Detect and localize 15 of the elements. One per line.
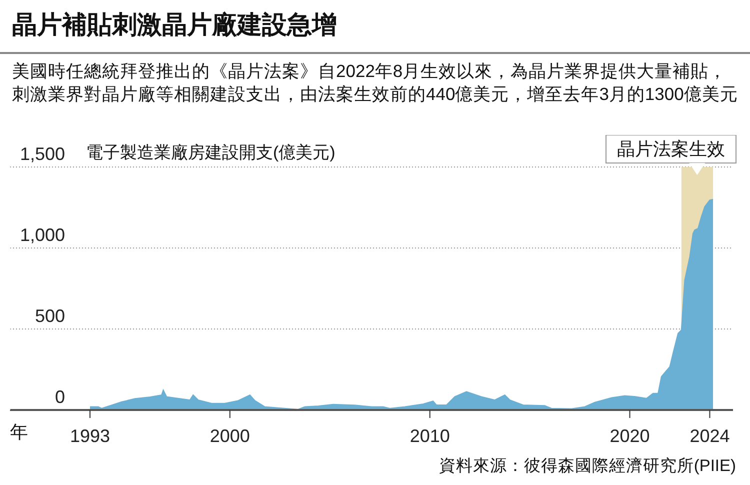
y-tick-label: 1,000 [20, 225, 65, 245]
x-axis-title: 年 [10, 421, 28, 444]
band-label: 晶片法案生效 [617, 139, 725, 159]
chart-title: 晶片補貼刺激晶片廠建設急增 [12, 10, 337, 41]
y-tick-label: 1,500 [20, 144, 65, 164]
y-tick-label: 500 [34, 306, 65, 326]
x-tick-label: 2020 [610, 426, 650, 446]
source-note: 資料來源：彼得森國際經濟研究所(PIIE) [438, 456, 736, 477]
x-tick-label: 2010 [410, 426, 450, 446]
chart-subtitle: 美國時任總統拜登推出的《晶片法案》自2022年8月生效以來，為晶片業界提供大量補貼，刺激業界對晶片廠等相關建設支出，由法案生效前的440億美元，增至去年3月的1300億美元 [12, 60, 738, 106]
y-axis-title: 電子製造業廠房建設開支(億美元) [86, 142, 336, 164]
y-tick-label: 0 [54, 387, 65, 407]
x-tick-label: 2000 [210, 426, 250, 446]
x-tick-label: 1993 [70, 426, 110, 446]
x-tick-label: 2024 [690, 426, 730, 446]
